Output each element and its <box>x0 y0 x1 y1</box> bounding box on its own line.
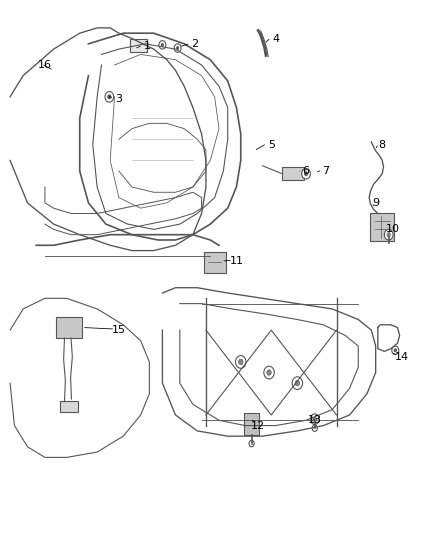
Circle shape <box>239 359 243 365</box>
FancyBboxPatch shape <box>60 401 78 413</box>
Text: 5: 5 <box>268 140 275 150</box>
Circle shape <box>174 44 181 52</box>
Circle shape <box>313 417 317 421</box>
FancyBboxPatch shape <box>282 167 304 180</box>
Circle shape <box>302 168 311 179</box>
FancyBboxPatch shape <box>204 252 226 273</box>
Text: 16: 16 <box>38 60 52 70</box>
Circle shape <box>311 414 319 424</box>
Circle shape <box>105 92 114 102</box>
Text: 15: 15 <box>112 325 126 335</box>
Text: 10: 10 <box>386 224 400 235</box>
Text: 7: 7 <box>322 166 329 176</box>
Circle shape <box>312 425 318 431</box>
Circle shape <box>292 377 303 390</box>
Text: 6: 6 <box>303 166 310 176</box>
Text: 2: 2 <box>191 39 198 49</box>
Circle shape <box>295 381 300 386</box>
Circle shape <box>385 229 393 240</box>
Text: 3: 3 <box>115 94 122 104</box>
Circle shape <box>249 440 254 447</box>
Circle shape <box>304 172 308 176</box>
Text: 12: 12 <box>251 421 265 431</box>
Circle shape <box>108 95 111 99</box>
Circle shape <box>387 232 391 237</box>
Text: 9: 9 <box>372 198 379 208</box>
Circle shape <box>161 43 164 46</box>
Circle shape <box>267 370 271 375</box>
Circle shape <box>264 366 274 379</box>
Text: 13: 13 <box>308 415 322 425</box>
FancyBboxPatch shape <box>371 214 394 241</box>
Text: 14: 14 <box>395 352 409 361</box>
Text: 11: 11 <box>230 256 244 266</box>
Circle shape <box>392 346 399 354</box>
Text: 1: 1 <box>144 42 151 52</box>
FancyBboxPatch shape <box>56 317 82 338</box>
Text: 4: 4 <box>272 34 279 44</box>
Circle shape <box>177 46 179 50</box>
FancyBboxPatch shape <box>244 414 259 434</box>
FancyBboxPatch shape <box>130 39 147 52</box>
Circle shape <box>159 41 166 49</box>
Circle shape <box>236 356 246 368</box>
Text: 8: 8 <box>378 140 386 150</box>
Circle shape <box>394 349 396 352</box>
